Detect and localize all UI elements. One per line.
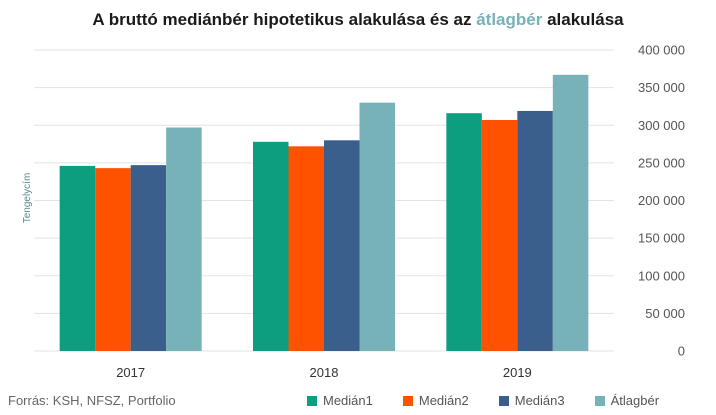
bar-tlagbr-2019 xyxy=(552,74,589,352)
bar-medin2-2019 xyxy=(481,119,518,351)
bar-tlagbr-2017 xyxy=(166,127,202,351)
category-labels: 2017 2018 2019 xyxy=(116,365,532,380)
y-tick-label: 150 000 xyxy=(638,231,685,246)
y-tick-label: 250 000 xyxy=(638,155,685,170)
bars xyxy=(59,74,589,352)
legend-item: Medián3 xyxy=(498,393,565,408)
title-part2: alakulása xyxy=(542,10,624,29)
y-tick-label: 100 000 xyxy=(638,268,685,283)
y-tick-label: 50 000 xyxy=(645,306,685,321)
y-axis-title: Tengelycím xyxy=(22,173,33,224)
legend-item: Medián2 xyxy=(402,393,469,408)
legend-item: Medián1 xyxy=(307,393,373,408)
bar-medin3-2017 xyxy=(130,165,167,351)
y-tick-label: 400 000 xyxy=(638,43,685,58)
legend-swatch xyxy=(498,395,509,406)
y-tick-labels: 0 50 000 100 000 150 000 200 000 250 000 300 0… xyxy=(638,43,685,359)
category-label: 2018 xyxy=(310,365,339,380)
legend-label: Medián1 xyxy=(323,393,373,408)
y-tick-label: 0 xyxy=(678,344,685,359)
title-part1: A bruttó mediánbér hipotetikus alakulása… xyxy=(92,10,477,29)
category-label: 2019 xyxy=(503,365,532,380)
legend-swatch xyxy=(402,395,413,406)
category-label: 2017 xyxy=(116,365,145,380)
y-tick-label: 300 000 xyxy=(638,118,685,133)
bar-medin1-2017 xyxy=(59,165,96,351)
bar-medin1-2018 xyxy=(253,141,289,351)
chart-title: A bruttó mediánbér hipotetikus alakulása… xyxy=(0,10,716,30)
source-note: Forrás: KSH, NFSZ, Portfolio xyxy=(8,393,176,408)
legend-item: Átlagbér xyxy=(594,393,660,408)
legend-swatch xyxy=(594,395,605,406)
title-highlight: átlagbér xyxy=(476,10,543,29)
y-tick-label: 350 000 xyxy=(638,80,685,95)
bar-medin2-2017 xyxy=(95,168,131,351)
bar-medin3-2018 xyxy=(324,140,360,351)
bar-tlagbr-2018 xyxy=(359,102,395,351)
bar-medin2-2018 xyxy=(288,146,324,351)
bar-medin1-2019 xyxy=(446,113,482,352)
legend-label: Medián3 xyxy=(514,393,565,408)
legend: Medián1 Medián2 Medián3 Átlagbér xyxy=(307,393,659,408)
y-tick-label: 200 000 xyxy=(638,193,685,208)
legend-label: Medián2 xyxy=(418,393,469,408)
legend-swatch xyxy=(307,395,317,406)
bar-medin3-2019 xyxy=(517,110,553,351)
legend-label: Átlagbér xyxy=(610,393,660,408)
